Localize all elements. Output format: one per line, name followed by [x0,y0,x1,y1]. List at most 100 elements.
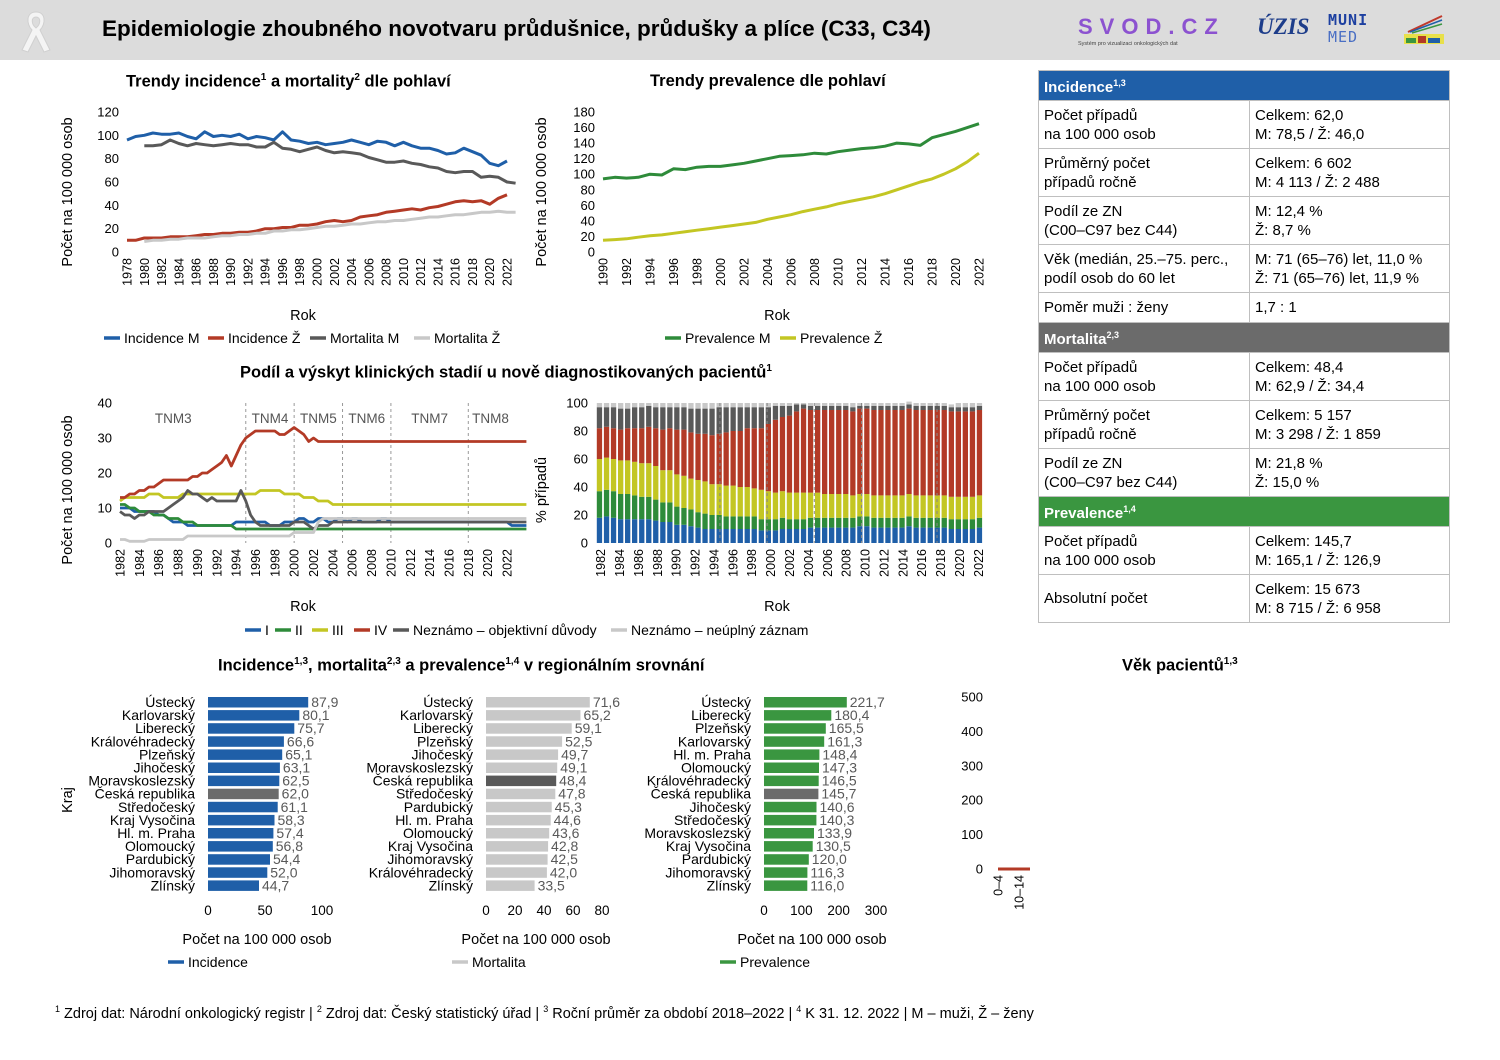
stages-pct-bar-segment [737,431,743,487]
stages-pct-bar-segment [674,474,680,507]
stages-pct-bar-segment [793,404,800,412]
stages-pct-bar-segment [913,410,919,496]
mortalita-section-header-cell: Mortalita2,3 [1038,322,1450,353]
stages-pct-bar-segment [646,426,652,464]
stages-pct-bar-segment [709,515,715,529]
stages-pct-bar-segment [976,405,983,410]
stages-title-text: Podíl a výskyt klinických stadií u nově … [240,363,767,382]
region-incidence-value-label: 87,9 [311,694,338,710]
stages-xtick-label: 2000 [288,549,302,577]
region-incidence-value-label: 65,1 [285,746,312,762]
region-incidence-value-label: 80,1 [302,707,329,723]
stages-pct-bar-segment [744,428,750,487]
region-prevalence-xtick-label: 0 [760,903,768,918]
region-prevalence-bar [764,867,808,878]
region-prevalence-category-label: Karlovarský [678,733,751,749]
stages-xtick-label: 1986 [152,549,166,577]
region-mortalita-bar [486,880,535,891]
regional-title-d: v regionálním srovnání [519,656,705,675]
stages-pct-bar-segment [667,522,673,543]
region-incidence-category-label: Pardubický [126,851,195,867]
stages-pct-bar-segment [779,517,786,529]
row-key-line2: případů ročně [1044,173,1137,191]
page-title: Epidemiologie zhoubného novotvaru průduš… [102,16,931,41]
prevalence-xtick-label: 2016 [902,258,916,286]
stages-tnm-label: TNM3 [155,411,192,426]
stages-pct-bar-segment [702,513,708,529]
stages-pct-xtick-label: 2020 [953,549,967,577]
stages-pct-bar-segment [625,519,631,543]
stages-pct-bar-segment [758,519,764,531]
stages-pct-bar-segment [871,403,877,406]
stages-pct-bar-segment [793,492,800,520]
region-incidence-bar [208,867,268,878]
incidence-value: Celkem: 6 602 M: 4 113 / Ž: 2 488 [1249,148,1450,197]
stages-pct-bar-segment [744,516,750,529]
stages-ytick-label: 40 [98,396,112,411]
region-mortalita-category-label: Jihomoravský [387,851,473,867]
region-mortalita-category-label: Karlovarský [400,707,473,723]
stages-xtick-label: 1984 [133,549,147,577]
region-incidence-value-label: 62,0 [282,786,309,802]
stages-pct-bar-segment [737,407,743,431]
stages-pct-bar-segment [653,499,659,521]
stages-pct-bar-segment [906,404,912,409]
region-prevalence-bar [764,814,817,826]
stages-pct-bar-segment [695,527,701,543]
stages-pct-bar-segment [815,405,821,410]
region-mortalita-category-label: Středočeský [396,786,473,802]
stages-pct-bar-segment [906,494,912,517]
stages-pct-bar-segment [885,495,891,518]
stages-pct-bar-segment [646,519,652,543]
stages-pct-bar-segment [786,415,793,493]
prevalence-xtick-label: 1998 [691,258,705,286]
incidence-key: Poměr muži : ženy [1038,292,1250,323]
stages-pct-bar-segment [892,405,898,410]
mortalita-key: Průměrný počet případů ročně [1038,400,1250,449]
stages-pct-bar-segment [962,407,968,412]
footnote-text1: Zdroj dat: Národní onkologický registr | [60,1005,317,1022]
age-chart-title: Věk pacientů1,3 [1122,656,1238,676]
stages-pct-bar-segment [850,517,856,528]
stages-pct-bar-segment [913,405,919,410]
stages-pct-bar-segment [892,527,898,543]
trends-xtick-label: 1990 [224,258,238,286]
stages-pct-bar-segment [667,403,673,408]
stages-pct-bar-segment [702,481,708,514]
region-prevalence-bar [764,762,819,773]
stages-pct-bar-segment [751,488,757,517]
stages-pct-bar-segment [906,401,912,405]
region-incidence-bar [208,749,283,760]
stages-pct-bar-segment [871,517,877,528]
prevalence-ylabel: Počet na 100 000 osob [534,117,550,266]
stages-pct-bar-segment [822,527,828,543]
stages-pct-bar-segment [786,529,793,543]
stages-pct-bar-segment [632,495,638,520]
row-value-line2: M: 62,9 / Ž: 34,4 [1255,377,1365,395]
prevalence-key: Absolutní počet [1038,574,1250,623]
stages-pct-bar-segment [793,519,800,529]
prevalence-ytick-label: 80 [581,182,595,197]
stages-pct-bar-segment [772,403,779,406]
stages-pct-bar-segment [906,408,912,494]
row-value-line2: Ž: 71 (65–76) let, 11,9 % [1255,269,1419,287]
region-incidence-category-label: Liberecký [135,720,195,736]
stages-pct-bar-segment [681,429,687,476]
stages-xtick-label: 2012 [404,549,418,577]
stages-pct-bar-segment [695,512,701,528]
region-incidence-bar [208,801,278,813]
region-incidence-category-label: Středočeský [118,799,195,815]
stages-pct-bar-segment [955,519,961,529]
stages-pct-bar-segment [674,524,680,543]
stages-pct-bar-segment [618,494,624,520]
stages-pct-bar-segment [815,410,821,493]
stages-pct-bar-segment [688,509,694,527]
trends-series-line-1 [127,193,508,242]
stages-pct-bar-segment [646,405,652,427]
stages-pct-bar-segment [610,428,617,459]
mortalita-value: Celkem: 5 157 M: 3 298 / Ž: 1 859 [1249,400,1450,449]
stages-pct-bar-segment [927,495,933,518]
stages-pct-bar-segment [955,529,961,543]
prevalence-row: Absolutní počet Celkem: 15 673 M: 8 715 / … [1038,574,1450,623]
stages-pct-bar-segment [723,529,729,543]
